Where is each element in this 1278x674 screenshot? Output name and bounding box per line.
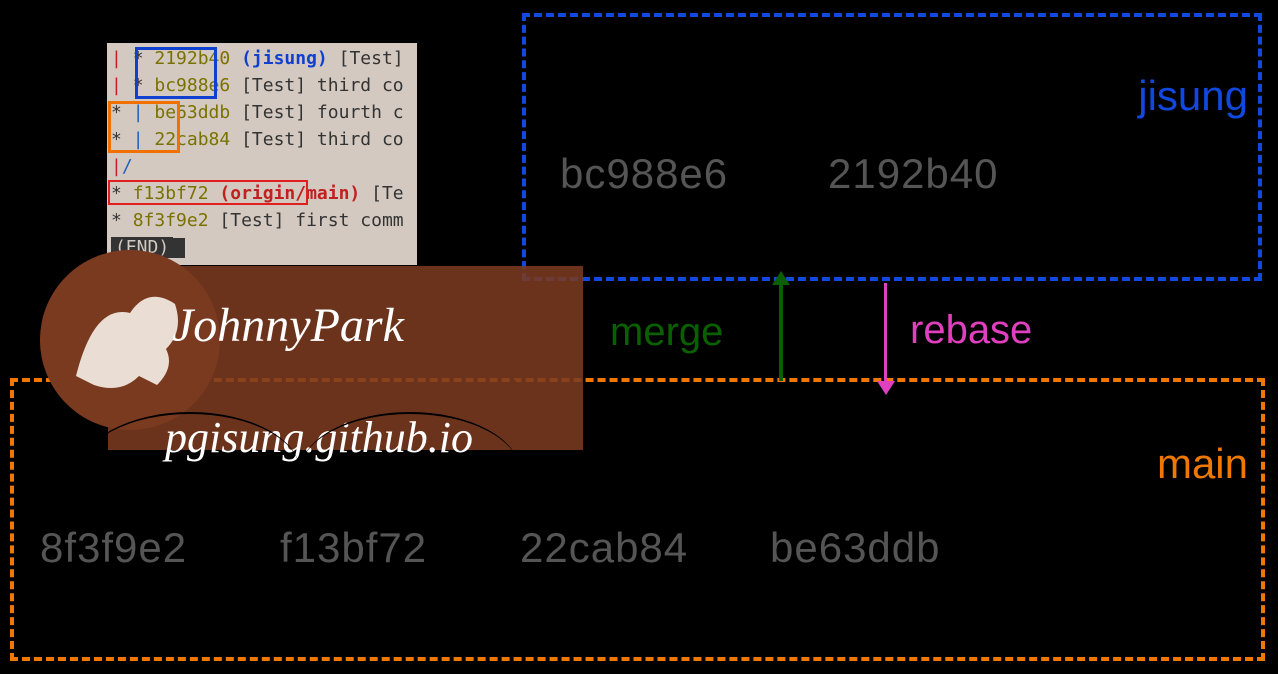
- commit-hash: be63ddb: [770, 524, 941, 572]
- rebase-label: rebase: [910, 308, 1032, 353]
- highlight-box-main-new: [108, 101, 180, 153]
- watermark-name: JohnnyPark: [172, 298, 404, 353]
- gitlog-line: * 8f3f9e2 [Test] first comm: [111, 207, 413, 234]
- commit-hash: 2192b40: [828, 150, 999, 198]
- gitlog-line: |/: [111, 153, 413, 180]
- highlight-box-origin-main: [108, 180, 308, 205]
- highlight-box-jisung: [135, 47, 217, 99]
- rebase-arrow: [884, 283, 887, 383]
- jisung-branch-label: jisung: [1138, 72, 1248, 120]
- main-branch-label: main: [1157, 440, 1248, 488]
- commit-hash: 8f3f9e2: [40, 524, 187, 572]
- decorative-arc: [80, 412, 300, 532]
- commit-hash: bc988e6: [560, 150, 728, 198]
- decorative-arc: [300, 412, 520, 532]
- jisung-branch-box: [522, 13, 1262, 281]
- merge-arrow: [779, 283, 783, 381]
- merge-label: merge: [610, 310, 723, 355]
- commit-hash: 22cab84: [520, 524, 688, 572]
